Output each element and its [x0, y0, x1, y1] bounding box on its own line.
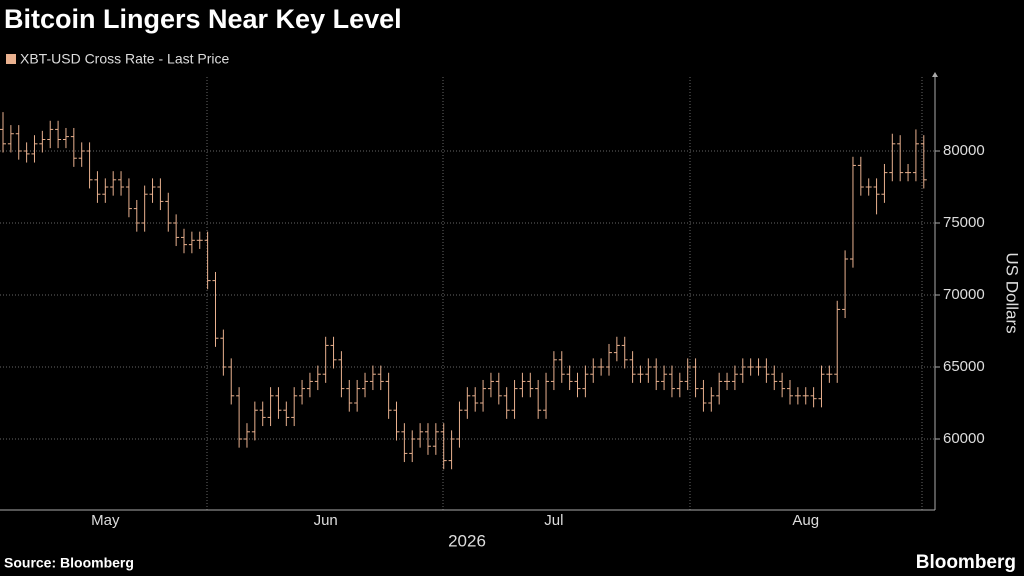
- brand: Bloomberg: [916, 552, 1016, 573]
- x-tick-label: Jun: [314, 512, 338, 529]
- legend-label: XBT-USD Cross Rate - Last Price: [20, 51, 229, 67]
- chart-title: Bitcoin Lingers Near Key Level: [4, 4, 402, 34]
- x-tick-label: May: [91, 512, 120, 529]
- y-tick-label: 75000: [943, 214, 985, 231]
- x-axis-label: 2026: [448, 531, 486, 550]
- x-tick-label: Jul: [544, 512, 563, 529]
- y-tick-label: 65000: [943, 358, 985, 375]
- y-tick-label: 60000: [943, 430, 985, 447]
- x-tick-label: Aug: [792, 512, 819, 529]
- y-tick-label: 80000: [943, 142, 985, 159]
- legend-swatch: [6, 54, 16, 64]
- source: Source: Bloomberg: [4, 555, 134, 571]
- y-axis-label: US Dollars: [1003, 252, 1022, 333]
- y-tick-label: 70000: [943, 286, 985, 303]
- axis-arrow: [932, 72, 938, 77]
